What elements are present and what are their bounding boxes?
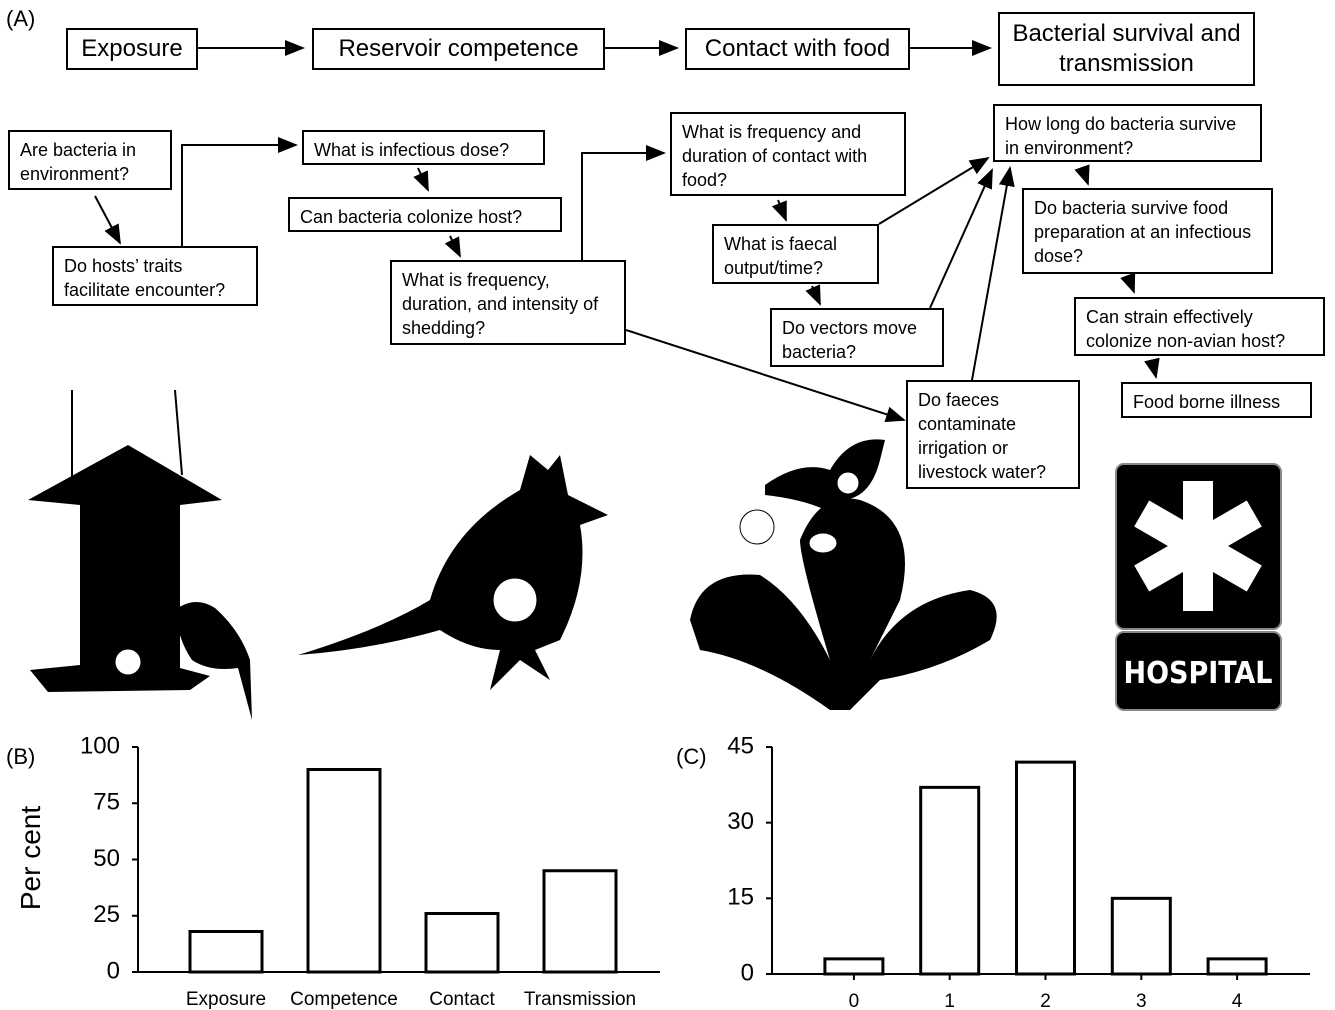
question-box: Can strain effectively colonize non-avia… xyxy=(1074,297,1325,356)
bar xyxy=(308,770,380,973)
x-tick-label: 0 xyxy=(849,991,860,1010)
x-tick-label: Transmission xyxy=(524,989,636,1010)
y-tick-label: 75 xyxy=(93,789,120,816)
y-tick-label: 45 xyxy=(727,732,754,759)
y-tick-label: 100 xyxy=(80,732,120,759)
question-box: How long do bacteria survive in environm… xyxy=(993,104,1262,162)
question-box: What is infectious dose? xyxy=(302,130,545,165)
question-box: What is frequency and duration of contac… xyxy=(670,112,906,196)
bar xyxy=(190,932,262,973)
x-tick-label: 3 xyxy=(1136,991,1147,1010)
x-tick-label: Exposure xyxy=(186,989,266,1010)
bar xyxy=(1017,762,1075,974)
bar xyxy=(544,871,616,972)
bar xyxy=(825,959,883,974)
x-tick-label: Competence xyxy=(290,989,398,1010)
question-box: Do bacteria survive food preparation at … xyxy=(1022,188,1273,274)
y-tick-label: 30 xyxy=(727,808,754,835)
panel-label: (B) xyxy=(6,744,35,769)
panel-label: (A) xyxy=(6,6,35,32)
bar xyxy=(921,787,979,974)
stage-box: Exposure xyxy=(66,28,198,70)
question-box: Do vectors move bacteria? xyxy=(770,308,944,367)
x-tick-label: 2 xyxy=(1040,991,1051,1010)
sign-text: HOSPITAL xyxy=(1124,656,1273,691)
question-box: Can bacteria colonize host? xyxy=(288,197,562,232)
question-box: Do hosts’ traits facilitate encounter? xyxy=(52,246,258,306)
y-tick-label: 50 xyxy=(93,845,120,872)
y-tick-label: 15 xyxy=(727,884,754,911)
feeder xyxy=(28,390,252,720)
stage-box: Reservoir competence xyxy=(312,28,605,70)
y-tick-label: 0 xyxy=(107,957,120,984)
y-axis-label: Per cent xyxy=(15,806,46,910)
y-tick-label: 0 xyxy=(741,959,754,986)
x-tick-label: 1 xyxy=(944,991,955,1010)
cardinal xyxy=(298,455,608,690)
x-tick-label: 4 xyxy=(1232,991,1243,1010)
question-box: What is frequency, duration, and intensi… xyxy=(390,260,626,345)
bar xyxy=(1112,898,1170,974)
question-box: Do faeces contaminate irrigation or live… xyxy=(906,380,1080,489)
stage-box: Contact with food xyxy=(685,28,910,70)
hospital-sign: HOSPITAL xyxy=(1116,464,1281,710)
y-tick-label: 25 xyxy=(93,901,120,928)
stage-box: Bacterial survival and transmission xyxy=(998,12,1255,86)
question-box: Food borne illness xyxy=(1121,382,1312,418)
bar xyxy=(1208,959,1266,974)
question-box: What is faecal output/time? xyxy=(712,224,879,284)
question-box: Are bacteria in environment? xyxy=(8,130,172,190)
panel-label: (C) xyxy=(676,744,707,769)
x-tick-label: Contact xyxy=(429,989,495,1010)
figure: HOSPITAL (B)Per cent0255075100ExposureCo… xyxy=(0,0,1335,1010)
bar xyxy=(426,914,498,973)
